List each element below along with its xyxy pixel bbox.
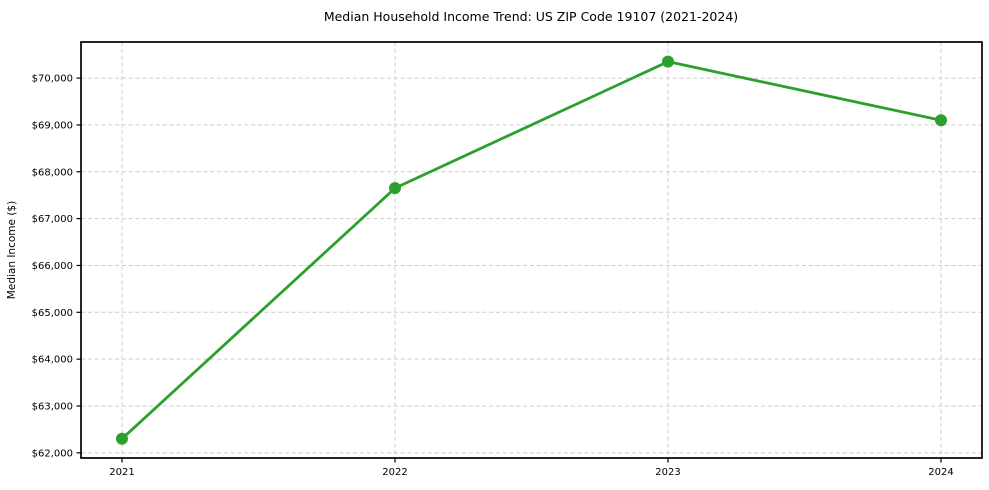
y-tick-label: $67,000 <box>32 214 73 225</box>
y-tick-label: $63,000 <box>32 402 73 413</box>
y-tick-label: $62,000 <box>32 448 73 459</box>
chart-title: Median Household Income Trend: US ZIP Co… <box>324 9 738 24</box>
data-point-2023 <box>662 55 674 68</box>
x-tick-label: 2024 <box>928 467 953 478</box>
y-tick-label: $64,000 <box>32 355 73 366</box>
trend-line <box>120 60 943 441</box>
data-point-2021 <box>116 432 128 445</box>
plot-border <box>80 41 983 459</box>
y-axis-label: Median Income ($) <box>6 201 18 299</box>
y-tick-label: $68,000 <box>32 167 73 178</box>
axes-layer: $62,000 $63,000 $64,000 $65,000 $66,000 $67,0… <box>32 74 954 478</box>
y-tick-label: $66,000 <box>32 261 73 272</box>
x-tick-label: 2022 <box>382 467 407 478</box>
data-point-2022 <box>389 182 401 195</box>
x-tick-label: 2021 <box>109 467 134 478</box>
y-tick-label: $70,000 <box>32 74 73 85</box>
y-tick-label: $69,000 <box>32 120 73 131</box>
x-tick-label: 2023 <box>655 467 680 478</box>
y-tick-label: $65,000 <box>32 308 73 319</box>
data-point-2024 <box>935 114 947 127</box>
series-layer <box>116 55 947 445</box>
grid-layer <box>81 42 982 458</box>
